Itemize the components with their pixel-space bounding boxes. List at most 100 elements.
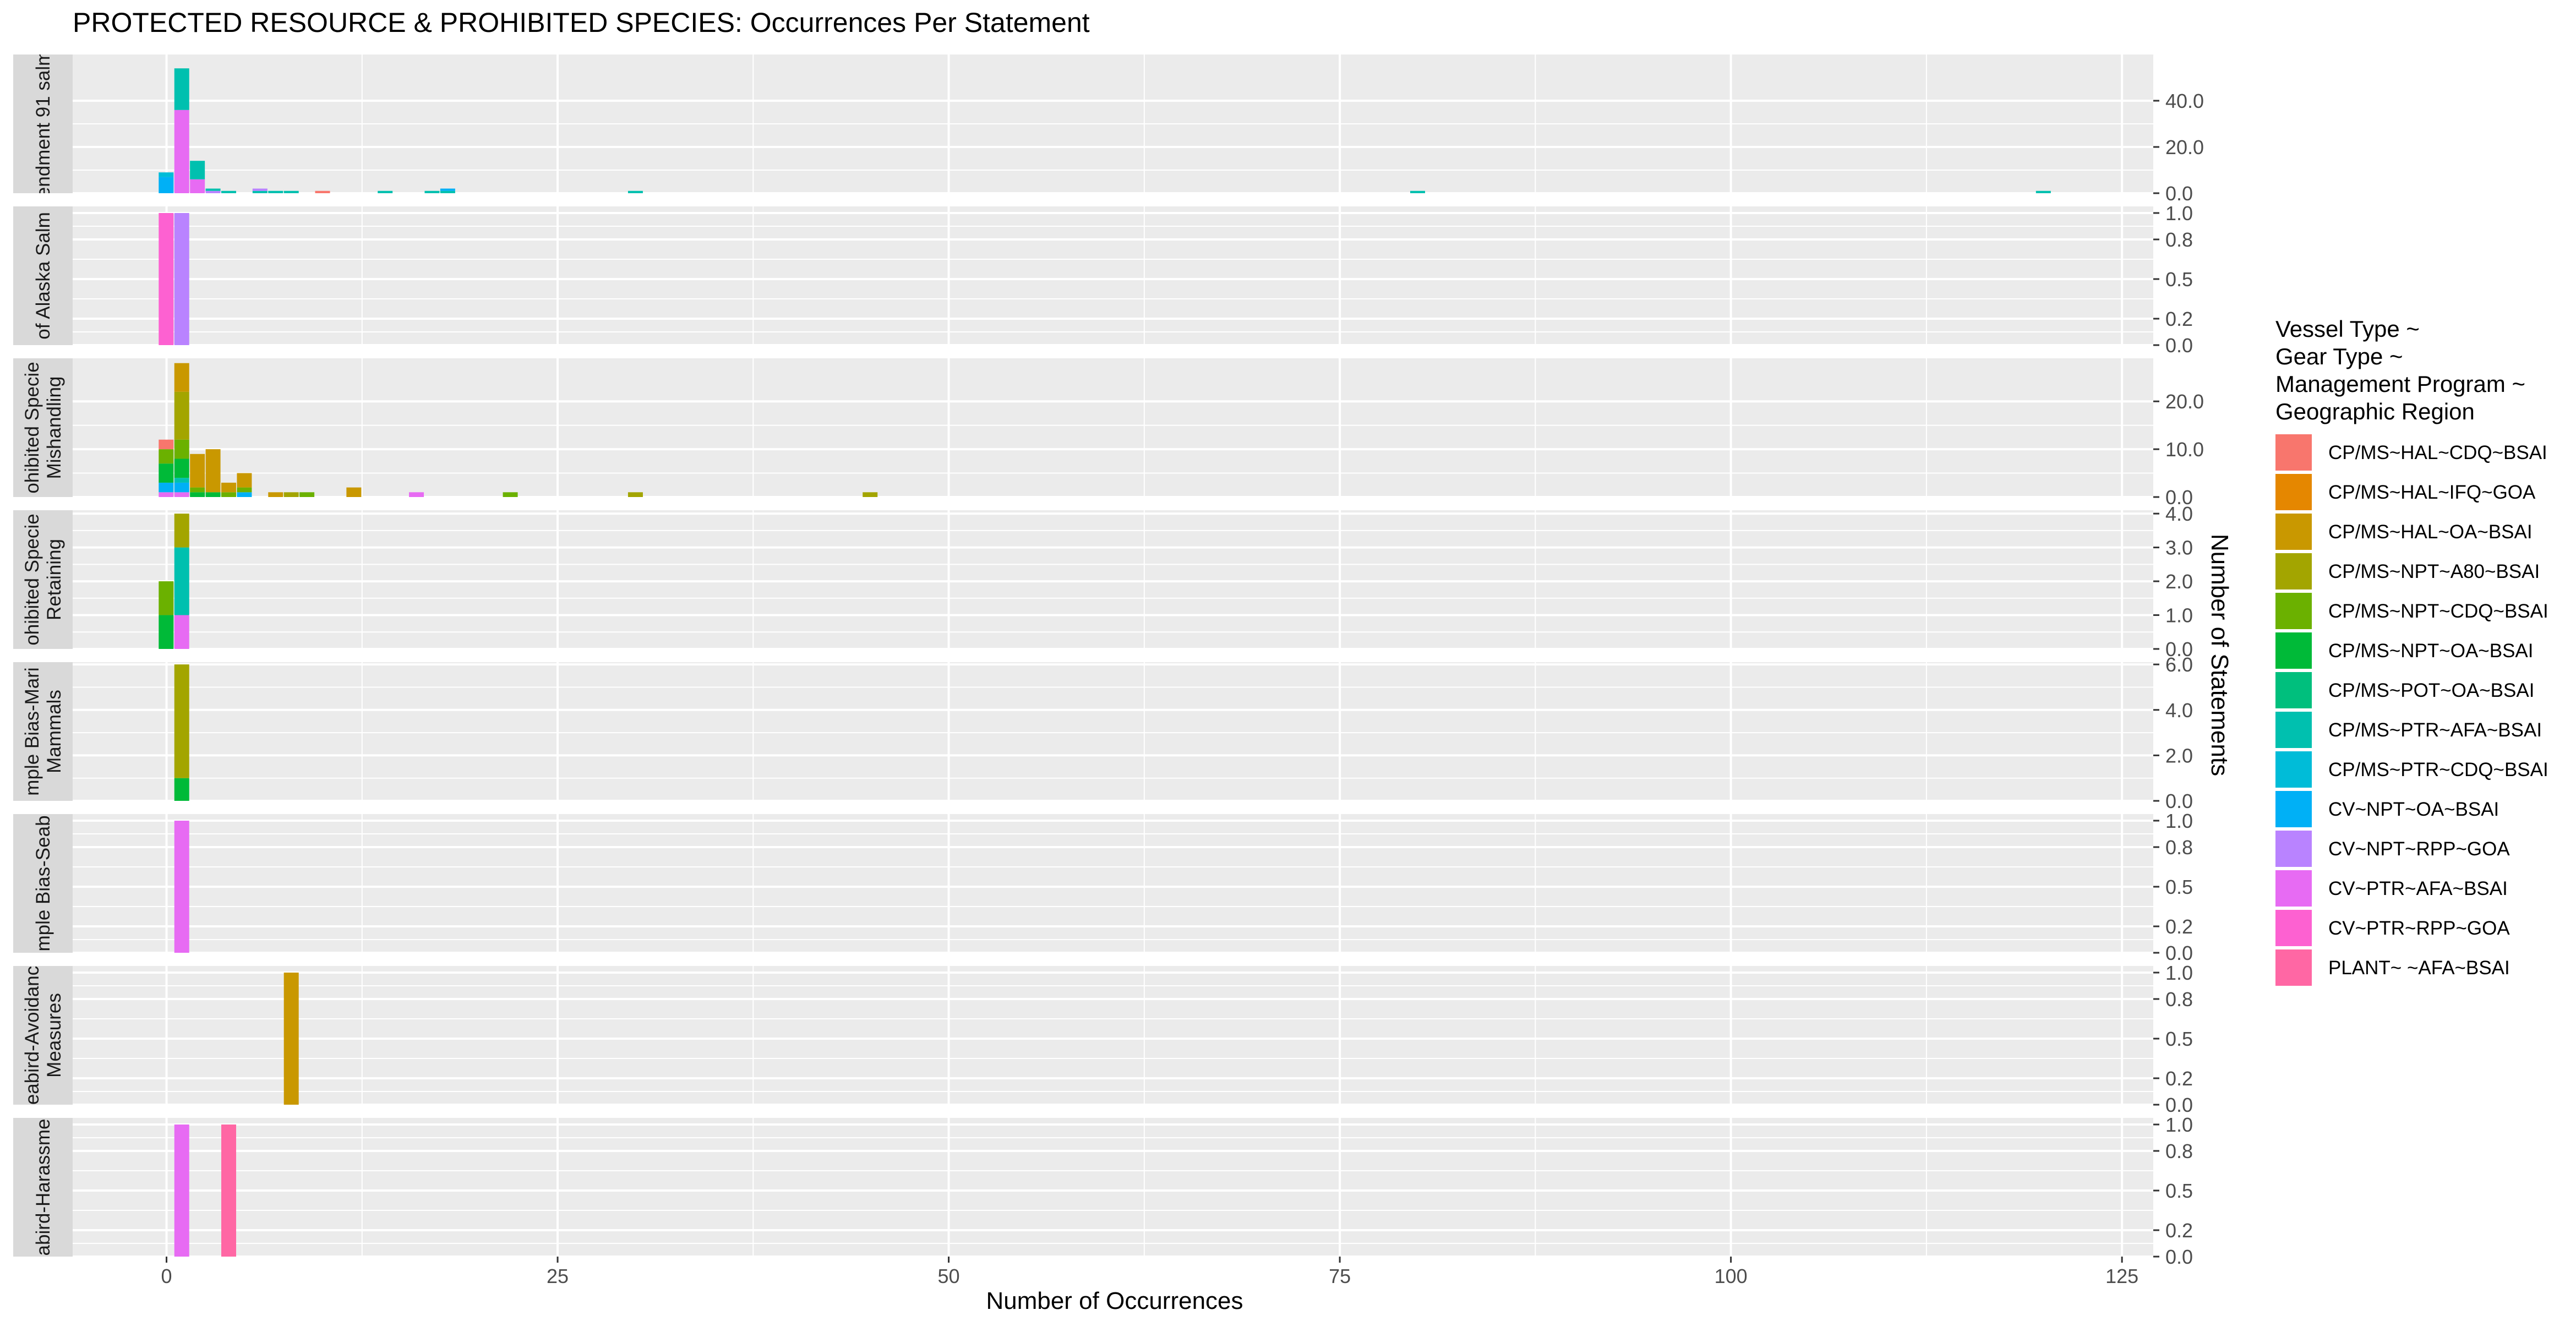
legend-swatch — [2275, 791, 2312, 827]
facet-panel-5: 0.0 2.0 4.0 6.0 mple Bias-Mari Mammals — [13, 653, 2193, 812]
y-tick-label: 0.0 — [2165, 334, 2193, 357]
facet-strip — [13, 358, 73, 497]
legend-title-line: Management Program ~ — [2275, 371, 2525, 397]
bar-segment — [174, 478, 189, 483]
y-tick-label: 0.0 — [2165, 638, 2193, 660]
facet-strip — [13, 814, 73, 953]
bar-segment — [159, 492, 174, 497]
legend-label: PLANT~ ~AFA~BSAI — [2328, 957, 2510, 979]
bar-segment — [174, 1125, 189, 1257]
bar-segment — [159, 449, 174, 464]
y-tick-label: 4.0 — [2165, 503, 2193, 525]
facet-label: mple Bias-Mari — [21, 667, 43, 795]
legend-label: CP/MS~NPT~A80~BSAI — [2328, 561, 2540, 582]
facet-label: Measures — [43, 993, 65, 1078]
bar-segment — [424, 190, 440, 193]
bar-segment — [174, 821, 189, 953]
bar-segment — [283, 973, 299, 1105]
bar-segment — [268, 190, 283, 193]
bar-segment — [1410, 190, 1425, 193]
bar-segment — [190, 487, 205, 493]
x-tick-label: 75 — [1329, 1265, 1351, 1287]
bar-segment — [205, 492, 221, 497]
bar-segment — [174, 514, 189, 548]
facet-label: Mammals — [43, 690, 65, 773]
facet-panel-2: 0.0 0.2 0.5 0.8 1.0 of Alaska Salm — [13, 202, 2193, 357]
panel-background — [73, 206, 2153, 345]
facet-label: ohibited Specie — [21, 514, 43, 645]
bar-segment — [627, 492, 643, 497]
bar-segment — [174, 68, 189, 110]
y-tick-label: 1.0 — [2165, 962, 2193, 984]
y-tick-label: 2.0 — [2165, 744, 2193, 767]
y-tick-label: 0.0 — [2165, 942, 2193, 964]
bar-segment — [174, 213, 189, 345]
bar-segment — [174, 363, 189, 392]
y-tick-label: 0.2 — [2165, 915, 2193, 938]
y-tick-label: 0.2 — [2165, 308, 2193, 330]
legend-label: CV~NPT~RPP~GOA — [2328, 838, 2510, 860]
bar-segment — [346, 487, 362, 497]
facet-label: of Alaska Salm — [32, 212, 54, 340]
bar-segment — [190, 454, 205, 488]
bar-segment — [159, 463, 174, 483]
y-tick-label: 1.0 — [2165, 1113, 2193, 1136]
y-tick-label: 2.0 — [2165, 570, 2193, 593]
facet-label-group: endment 91 salm — [32, 50, 54, 198]
bar-segment — [174, 615, 189, 649]
y-tick-label: 6.0 — [2165, 653, 2193, 676]
facet-label: endment 91 salm — [32, 50, 54, 198]
legend-swatch — [2275, 514, 2312, 550]
legend-swatch — [2275, 910, 2312, 946]
bar-segment — [409, 492, 424, 497]
x-tick-label: 25 — [547, 1265, 569, 1287]
bar-segment — [221, 482, 236, 493]
y-tick-label: 0.5 — [2165, 268, 2193, 291]
facet-label-group: of Alaska Salm — [32, 212, 54, 340]
legend-label: CP/MS~POT~OA~BSAI — [2328, 680, 2534, 701]
y-tick-label: 1.0 — [2165, 604, 2193, 627]
y-tick-label: 20.0 — [2165, 136, 2204, 159]
y-tick-label: 0.0 — [2165, 1246, 2193, 1268]
facet-strip — [13, 966, 73, 1105]
legend-swatch — [2275, 474, 2312, 510]
y-tick-label: 0.0 — [2165, 1094, 2193, 1116]
x-tick-label: 50 — [938, 1265, 960, 1287]
bar-segment — [221, 190, 236, 193]
facet-strip — [13, 1118, 73, 1257]
bar-segment — [205, 190, 221, 193]
bar-segment — [237, 492, 252, 497]
y-tick-label: 0.0 — [2165, 790, 2193, 812]
y-tick-label: 0.8 — [2165, 228, 2193, 251]
bar-segment — [221, 1125, 236, 1257]
bar-segment — [190, 179, 205, 193]
facet-strip — [13, 206, 73, 345]
legend-label: CP/MS~NPT~CDQ~BSAI — [2328, 601, 2548, 622]
panel-background — [73, 662, 2153, 801]
bar-segment — [159, 482, 174, 493]
bar-segment — [159, 172, 174, 177]
facet-panel-7: 0.0 0.2 0.5 0.8 1.0 eabird-Avoidanc Measures — [13, 962, 2193, 1116]
legend-label: CP/MS~PTR~CDQ~BSAI — [2328, 759, 2548, 780]
bar-segment — [190, 492, 205, 497]
y-tick-label: 0.8 — [2165, 988, 2193, 1011]
facet-label-group: ohibited Specie Retaining — [21, 514, 65, 645]
legend-title-line: Geographic Region — [2275, 399, 2475, 424]
facet-panel-1: 0.0 20.0 40.0 endment 91 salm — [13, 50, 2204, 205]
bar-segment — [237, 473, 252, 488]
bar-segment — [299, 492, 315, 497]
bar-segment — [503, 492, 518, 497]
y-tick-label: 1.0 — [2165, 202, 2193, 225]
bar-segment — [174, 458, 189, 478]
bar-segment — [378, 190, 393, 193]
bar-segment — [190, 161, 205, 179]
legend-swatch — [2275, 632, 2312, 669]
y-tick-label: 0.2 — [2165, 1067, 2193, 1090]
facet-panel-8: 0.0 0.2 0.5 0.8 1.0 abird-Harassme — [13, 1113, 2193, 1268]
legend-title-line: Vessel Type ~ — [2275, 316, 2420, 342]
y-tick-label: 3.0 — [2165, 537, 2193, 559]
bar-segment — [315, 190, 330, 193]
x-tick-label: 0 — [161, 1265, 172, 1287]
facet-label: Retaining — [43, 539, 65, 620]
